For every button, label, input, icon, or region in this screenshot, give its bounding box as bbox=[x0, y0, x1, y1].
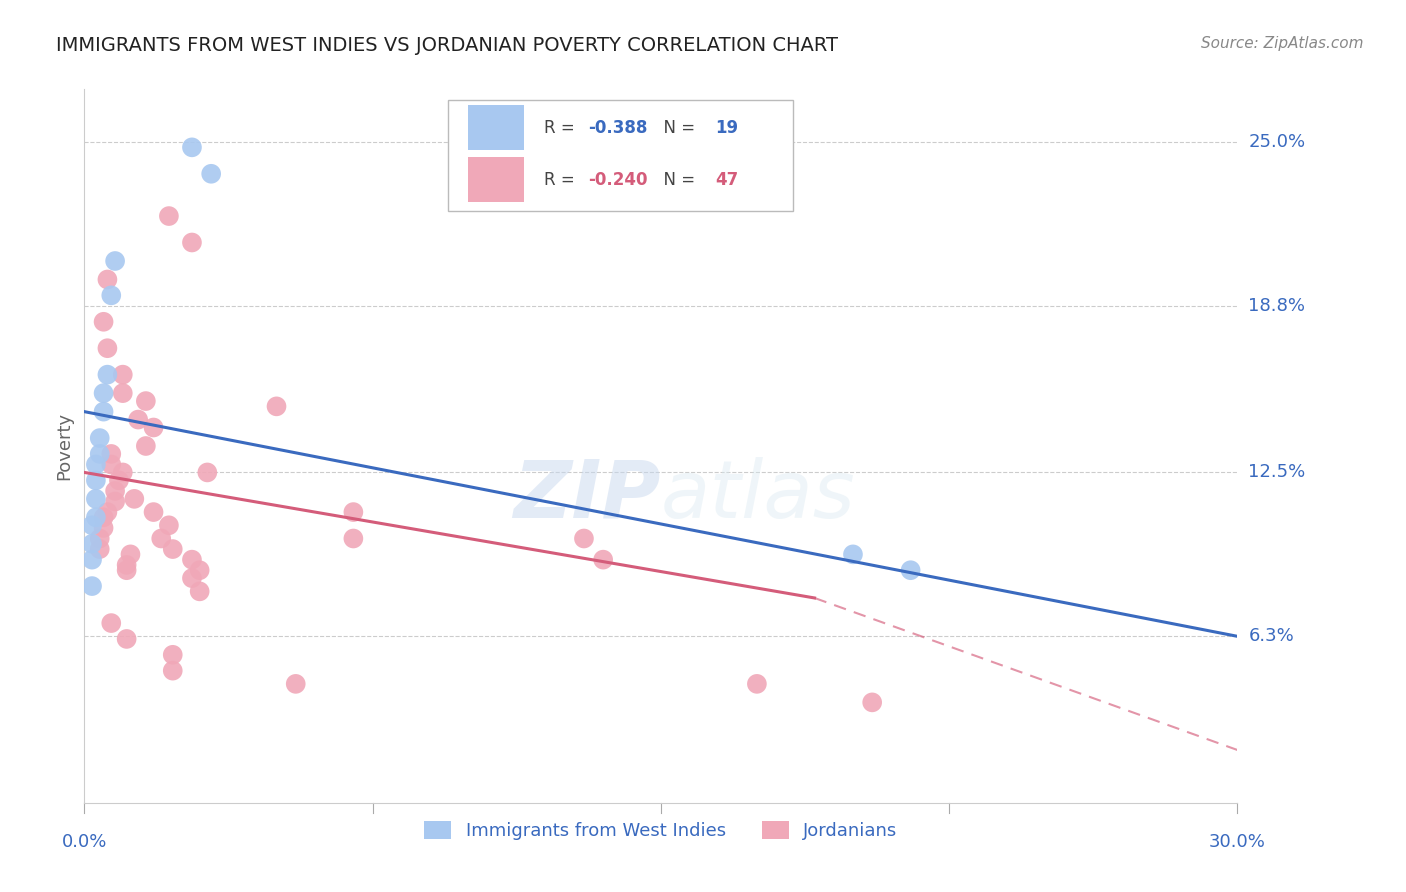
FancyBboxPatch shape bbox=[447, 100, 793, 211]
Point bbox=[89, 447, 111, 461]
Point bbox=[84, 458, 107, 472]
Point bbox=[181, 552, 204, 566]
Point bbox=[181, 571, 204, 585]
Point bbox=[80, 552, 103, 566]
Point bbox=[162, 648, 184, 662]
Text: 18.8%: 18.8% bbox=[1249, 297, 1305, 315]
Point bbox=[93, 510, 115, 524]
Point bbox=[93, 521, 115, 535]
Point bbox=[104, 494, 127, 508]
Point bbox=[142, 505, 165, 519]
Text: 19: 19 bbox=[716, 119, 738, 136]
Point bbox=[104, 483, 127, 498]
Text: atlas: atlas bbox=[661, 457, 856, 535]
Point bbox=[342, 505, 364, 519]
Point bbox=[842, 547, 865, 561]
FancyBboxPatch shape bbox=[468, 105, 523, 150]
Point bbox=[135, 439, 157, 453]
Point bbox=[115, 563, 138, 577]
Text: R =: R = bbox=[544, 170, 581, 188]
Text: ZIP: ZIP bbox=[513, 457, 661, 535]
Point bbox=[188, 584, 211, 599]
Point bbox=[900, 563, 922, 577]
Point bbox=[100, 447, 122, 461]
Point bbox=[100, 288, 122, 302]
Text: -0.388: -0.388 bbox=[588, 119, 648, 136]
Legend: Immigrants from West Indies, Jordanians: Immigrants from West Indies, Jordanians bbox=[416, 814, 905, 847]
Point bbox=[100, 616, 122, 631]
Point bbox=[84, 510, 107, 524]
Point bbox=[96, 341, 118, 355]
Point bbox=[200, 167, 222, 181]
Point bbox=[93, 315, 115, 329]
Point bbox=[111, 466, 134, 480]
Point bbox=[111, 368, 134, 382]
Point bbox=[142, 420, 165, 434]
Text: 47: 47 bbox=[716, 170, 738, 188]
Point bbox=[181, 235, 204, 250]
Point bbox=[120, 547, 142, 561]
Point bbox=[93, 386, 115, 401]
Point bbox=[592, 552, 614, 566]
Point bbox=[96, 505, 118, 519]
Point bbox=[80, 518, 103, 533]
Point bbox=[96, 272, 118, 286]
Point bbox=[181, 140, 204, 154]
Text: N =: N = bbox=[652, 119, 700, 136]
Point bbox=[745, 677, 768, 691]
Point bbox=[157, 518, 180, 533]
Point bbox=[84, 491, 107, 506]
Point bbox=[162, 664, 184, 678]
Text: 6.3%: 6.3% bbox=[1249, 627, 1294, 645]
Point bbox=[80, 579, 103, 593]
Text: N =: N = bbox=[652, 170, 700, 188]
Point bbox=[860, 695, 883, 709]
Point bbox=[96, 368, 118, 382]
Point bbox=[572, 532, 595, 546]
Point bbox=[104, 254, 127, 268]
Point bbox=[150, 532, 173, 546]
Text: IMMIGRANTS FROM WEST INDIES VS JORDANIAN POVERTY CORRELATION CHART: IMMIGRANTS FROM WEST INDIES VS JORDANIAN… bbox=[56, 36, 838, 54]
Point bbox=[89, 532, 111, 546]
Point bbox=[135, 394, 157, 409]
Point bbox=[100, 458, 122, 472]
Text: 12.5%: 12.5% bbox=[1249, 464, 1306, 482]
Text: 25.0%: 25.0% bbox=[1249, 133, 1306, 151]
Point bbox=[108, 474, 131, 488]
Point bbox=[89, 431, 111, 445]
Point bbox=[93, 404, 115, 418]
Point bbox=[266, 400, 288, 414]
Point bbox=[162, 542, 184, 557]
Point bbox=[80, 537, 103, 551]
Point bbox=[111, 386, 134, 401]
FancyBboxPatch shape bbox=[468, 157, 523, 202]
Point bbox=[157, 209, 180, 223]
Point bbox=[188, 563, 211, 577]
Text: Source: ZipAtlas.com: Source: ZipAtlas.com bbox=[1201, 36, 1364, 51]
Point bbox=[342, 532, 364, 546]
Point bbox=[124, 491, 146, 506]
Point bbox=[89, 542, 111, 557]
Point bbox=[284, 677, 307, 691]
Y-axis label: Poverty: Poverty bbox=[55, 412, 73, 480]
Point bbox=[84, 474, 107, 488]
Text: R =: R = bbox=[544, 119, 581, 136]
Text: -0.240: -0.240 bbox=[588, 170, 648, 188]
Text: 0.0%: 0.0% bbox=[62, 833, 107, 851]
Point bbox=[115, 632, 138, 646]
Text: 30.0%: 30.0% bbox=[1209, 833, 1265, 851]
Point bbox=[195, 466, 218, 480]
Point bbox=[127, 412, 149, 426]
Point bbox=[115, 558, 138, 572]
